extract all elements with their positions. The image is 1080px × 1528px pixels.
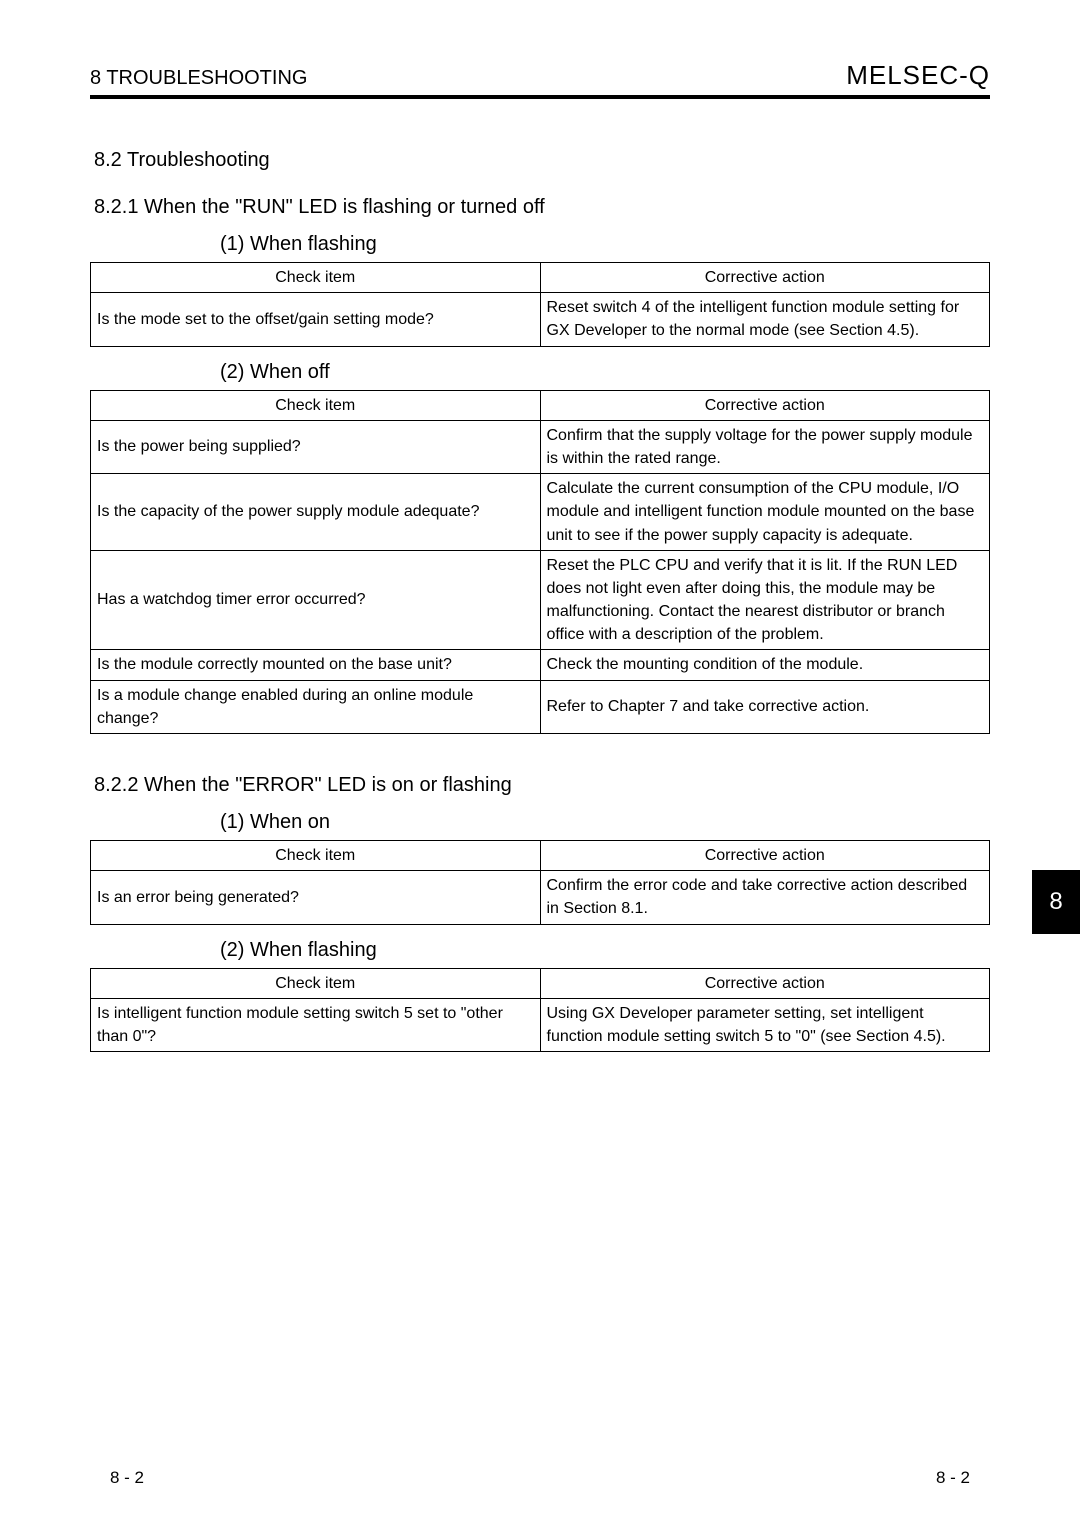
item-1-2-heading: (2) When off: [220, 361, 990, 384]
header-rule: [90, 95, 990, 99]
cell-action: Check the mounting condition of the modu…: [540, 650, 990, 680]
th-check: Check item: [91, 968, 541, 998]
subsection-2-title: 8.2.2 When the "ERROR" LED is on or flas…: [94, 774, 990, 797]
page-footer: 8 - 2 8 - 2: [110, 1468, 970, 1488]
chapter-title: 8 TROUBLESHOOTING: [90, 67, 307, 90]
table-row: Is intelligent function module setting s…: [91, 998, 990, 1051]
cell-check: Is a module change enabled during an onl…: [91, 680, 541, 733]
cell-action: Using GX Developer parameter setting, se…: [540, 998, 990, 1051]
footer-left: 8 - 2: [110, 1468, 144, 1488]
th-action: Corrective action: [540, 841, 990, 871]
table-row: Is the mode set to the offset/gain setti…: [91, 293, 990, 346]
cell-check: Is the mode set to the offset/gain setti…: [91, 293, 541, 346]
table-run-flashing: Check item Corrective action Is the mode…: [90, 262, 990, 347]
brand-label: MELSEC-Q: [846, 60, 990, 91]
cell-check: Is the capacity of the power supply modu…: [91, 474, 541, 551]
item-2-1-heading: (1) When on: [220, 811, 990, 834]
table-row: Has a watchdog timer error occurred? Res…: [91, 550, 990, 650]
chapter-tab: 8: [1032, 870, 1080, 934]
cell-action: Reset the PLC CPU and verify that it is …: [540, 550, 990, 650]
cell-check: Is an error being generated?: [91, 871, 541, 924]
th-check: Check item: [91, 841, 541, 871]
table-row: Is the power being supplied? Confirm tha…: [91, 420, 990, 473]
th-check: Check item: [91, 390, 541, 420]
table-row: Is a module change enabled during an onl…: [91, 680, 990, 733]
item-1-1-heading: (1) When flashing: [220, 233, 990, 256]
cell-check: Is intelligent function module setting s…: [91, 998, 541, 1051]
cell-check: Is the power being supplied?: [91, 420, 541, 473]
cell-action: Reset switch 4 of the intelligent functi…: [540, 293, 990, 346]
cell-action: Calculate the current consumption of the…: [540, 474, 990, 551]
page-header: 8 TROUBLESHOOTING MELSEC-Q: [90, 60, 990, 91]
table-row: Is the module correctly mounted on the b…: [91, 650, 990, 680]
th-action: Corrective action: [540, 968, 990, 998]
table-error-on: Check item Corrective action Is an error…: [90, 840, 990, 925]
table-run-off: Check item Corrective action Is the powe…: [90, 390, 990, 734]
th-action: Corrective action: [540, 263, 990, 293]
th-check: Check item: [91, 263, 541, 293]
table-error-flashing: Check item Corrective action Is intellig…: [90, 968, 990, 1053]
item-2-2-heading: (2) When flashing: [220, 939, 990, 962]
cell-check: Is the module correctly mounted on the b…: [91, 650, 541, 680]
cell-action: Confirm that the supply voltage for the …: [540, 420, 990, 473]
table-row: Is the capacity of the power supply modu…: [91, 474, 990, 551]
footer-right: 8 - 2: [936, 1468, 970, 1488]
th-action: Corrective action: [540, 390, 990, 420]
section-title: 8.2 Troubleshooting: [94, 149, 990, 172]
cell-check: Has a watchdog timer error occurred?: [91, 550, 541, 650]
cell-action: Confirm the error code and take correcti…: [540, 871, 990, 924]
table-row: Is an error being generated? Confirm the…: [91, 871, 990, 924]
cell-action: Refer to Chapter 7 and take corrective a…: [540, 680, 990, 733]
subsection-1-title: 8.2.1 When the "RUN" LED is flashing or …: [94, 196, 990, 219]
